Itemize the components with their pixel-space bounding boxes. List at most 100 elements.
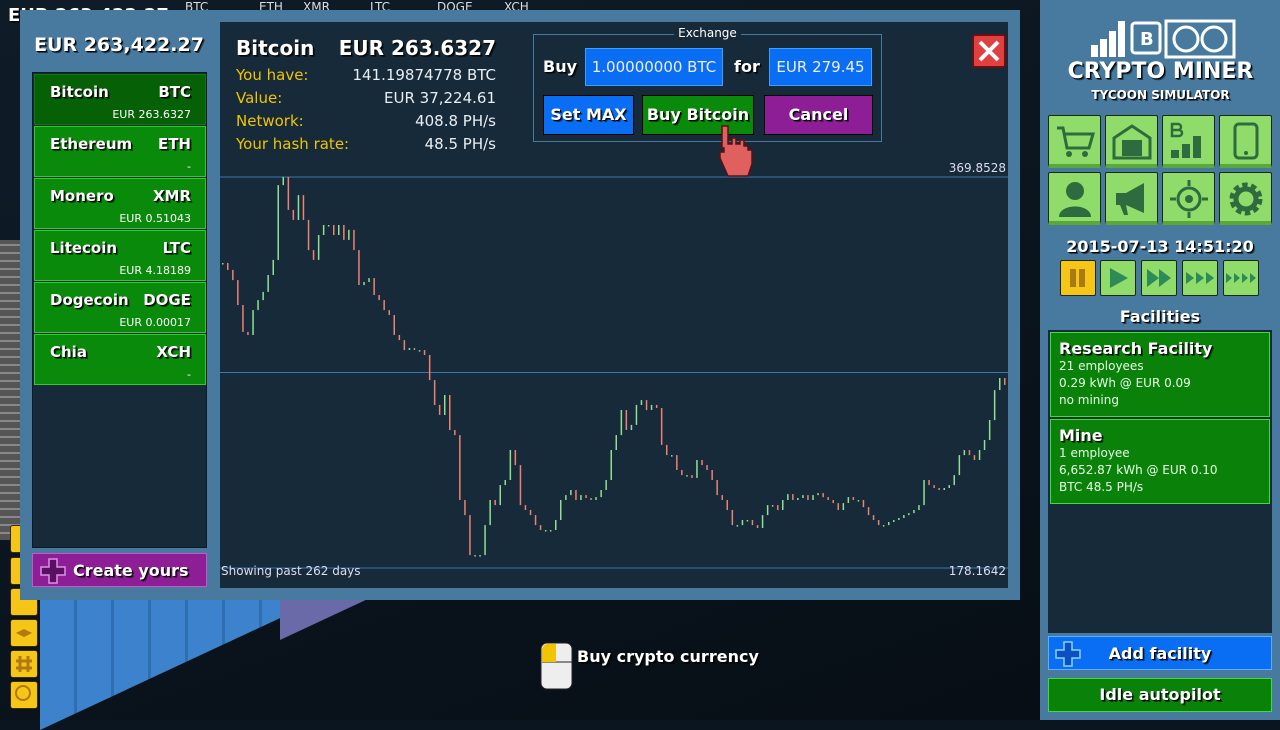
- candle: [721, 495, 723, 500]
- buy-label: Buy: [543, 57, 578, 76]
- candle: [852, 497, 855, 500]
- cost-input[interactable]: EUR 279.45: [769, 48, 872, 86]
- candle: [686, 475, 688, 477]
- buy-bitcoin-button[interactable]: Buy Bitcoin: [642, 95, 754, 135]
- candle: [242, 305, 244, 332]
- facility-item-mine[interactable]: Mine 1 employee 6,652.87 kWh @ EUR 0.10 …: [1050, 419, 1270, 504]
- exchange-title-text: Exchange: [674, 26, 741, 40]
- coin-item-dogecoin[interactable]: Dogecoin DOGE EUR 0.00017: [34, 282, 206, 333]
- research-button[interactable]: [1162, 172, 1215, 225]
- candle: [716, 480, 718, 496]
- candle: [948, 485, 950, 488]
- candle: [943, 488, 945, 490]
- candle: [403, 340, 406, 351]
- set-max-button[interactable]: Set MAX: [543, 95, 634, 135]
- coin-symbol: XCH: [156, 343, 191, 361]
- faster-speed-button[interactable]: [1182, 260, 1218, 296]
- candle: [232, 269, 234, 281]
- candle: [888, 522, 890, 526]
- candle: [827, 497, 829, 500]
- candle: [227, 263, 229, 270]
- buy-amount-input[interactable]: 1.00000000 BTC: [585, 48, 723, 86]
- candle: [681, 470, 683, 476]
- candle: [247, 331, 249, 335]
- exchange-button[interactable]: [1162, 115, 1215, 168]
- candle: [570, 490, 572, 496]
- value-value: EUR 37,224.61: [384, 89, 496, 107]
- add-facility-button[interactable]: Add facility: [1048, 636, 1272, 670]
- candle: [832, 500, 834, 504]
- candle: [257, 300, 259, 311]
- coin-item-bitcoin[interactable]: Bitcoin BTC EUR 263.6327: [34, 74, 206, 125]
- idle-autopilot-button[interactable]: Idle autopilot: [1048, 678, 1272, 712]
- phone-icon: [1233, 122, 1259, 160]
- coin-item-ethereum[interactable]: Ethereum ETH -: [34, 126, 206, 177]
- floor-layer-icon[interactable]: [10, 619, 38, 647]
- candle: [479, 555, 481, 557]
- cancel-button[interactable]: Cancel: [764, 95, 873, 135]
- coin-item-chia[interactable]: Chia XCH -: [34, 334, 206, 385]
- shopping-cart-icon: [1057, 126, 1095, 157]
- candle: [625, 410, 628, 430]
- coin-item-litecoin[interactable]: Litecoin LTC EUR 4.18189: [34, 230, 206, 281]
- grid-icon[interactable]: [10, 650, 38, 678]
- candle: [474, 555, 476, 557]
- player-balance: EUR 263,422.27: [34, 34, 204, 56]
- marketing-button[interactable]: [1105, 172, 1158, 225]
- candle: [600, 490, 602, 498]
- candle: [706, 465, 708, 470]
- logo-graphic: B: [1091, 19, 1236, 59]
- candle: [277, 185, 279, 260]
- coin-detail-panel: Bitcoin EUR 263.6327 You have: 141.19874…: [220, 22, 1008, 588]
- zoom-icon[interactable]: [10, 681, 38, 709]
- exchange-box: Exchange Buy 1.00000000 BTC for EUR 279.…: [533, 26, 882, 142]
- facilities-button[interactable]: [1105, 115, 1158, 168]
- candle: [317, 235, 320, 260]
- close-button[interactable]: [972, 34, 1006, 68]
- megaphone-icon: [1116, 183, 1144, 215]
- candle: [751, 520, 754, 526]
- candle: [555, 520, 557, 530]
- coin-price: EUR 0.00017: [119, 316, 191, 329]
- phone-button[interactable]: [1219, 115, 1272, 168]
- coin-symbol: BTC: [158, 83, 191, 101]
- candle: [322, 225, 325, 235]
- fastest-speed-button[interactable]: [1223, 260, 1259, 296]
- coin-name: Litecoin: [50, 239, 118, 257]
- hashrate-value: 48.5 PH/s: [424, 135, 496, 153]
- candle: [524, 505, 527, 510]
- play-speed-button[interactable]: [1100, 260, 1136, 296]
- fast-speed-button[interactable]: [1141, 260, 1177, 296]
- staff-button[interactable]: [1048, 172, 1101, 225]
- candle: [348, 229, 350, 240]
- create-coin-button[interactable]: Create yours: [32, 553, 207, 587]
- network-value: 408.8 PH/s: [415, 112, 496, 130]
- pause-button[interactable]: [1060, 260, 1096, 296]
- candle: [428, 355, 431, 381]
- candle: [645, 400, 648, 411]
- coin-symbol: XMR: [152, 187, 191, 205]
- pause-icon: [1070, 269, 1085, 287]
- plus-icon: [40, 558, 66, 584]
- mouse-left-click-icon: [540, 642, 573, 690]
- facility-mining: no mining: [1059, 393, 1119, 407]
- candle: [398, 335, 401, 341]
- coin-name: Ethereum: [50, 135, 133, 153]
- coin-price: -: [187, 368, 191, 381]
- candle: [913, 510, 915, 514]
- candle: [766, 505, 769, 516]
- candle: [671, 455, 673, 457]
- person-icon: [1059, 182, 1091, 217]
- facility-item-research[interactable]: Research Facility 21 employees 0.29 kWh …: [1050, 332, 1270, 417]
- candle: [1004, 378, 1006, 385]
- candle: [605, 480, 607, 490]
- candle: [514, 450, 517, 466]
- candle: [565, 495, 567, 500]
- candle: [237, 280, 239, 305]
- candle: [499, 485, 501, 506]
- shop-button[interactable]: [1048, 115, 1101, 168]
- candle: [222, 263, 224, 265]
- settings-button[interactable]: [1219, 172, 1272, 225]
- candle: [953, 475, 955, 486]
- coin-item-monero[interactable]: Monero XMR EUR 0.51043: [34, 178, 206, 229]
